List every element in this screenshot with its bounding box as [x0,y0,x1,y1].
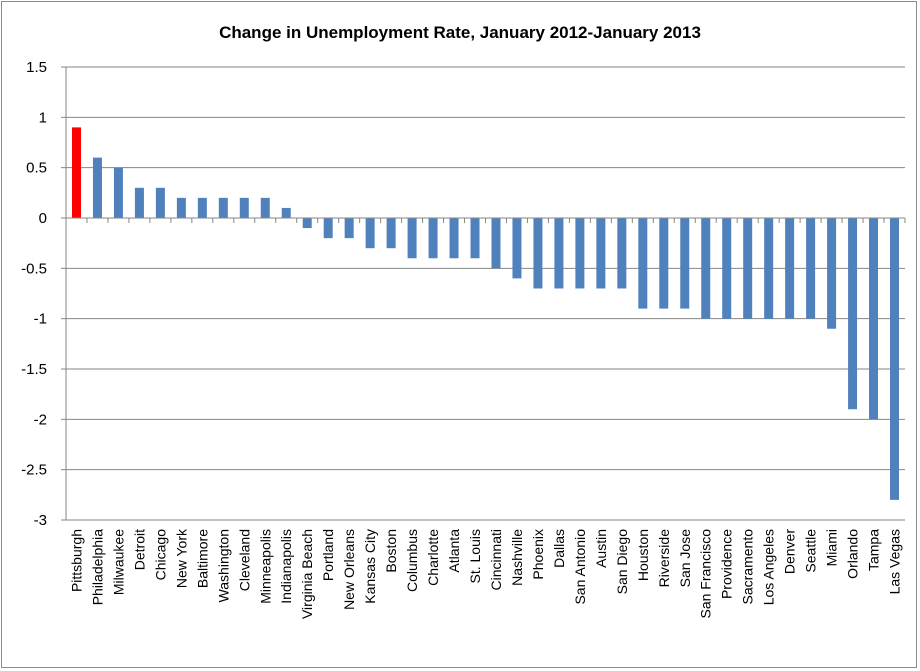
bar-sacramento [743,218,753,319]
bars [71,127,900,500]
x-tick-label: Orlando [845,529,861,579]
x-tick-label: San Jose [677,529,693,588]
x-tick-label: Columbus [404,529,420,592]
x-tick-label: Los Angeles [761,529,777,605]
x-tick-label: San Francisco [698,529,714,619]
bar-philadelphia [92,157,102,218]
y-tick-label: -0.5 [21,260,47,277]
bar-tampa [869,218,879,420]
bar-cincinnati [491,218,501,269]
x-tick-label: Philadelphia [89,529,105,605]
x-tick-label: New Orleans [341,529,357,610]
x-tick-label: Seattle [803,529,819,573]
bar-san-francisco [701,218,711,319]
bar-chicago [155,187,165,218]
bar-portland [323,218,333,239]
bar-austin [596,218,606,289]
x-tick-label: Riverside [656,529,672,588]
bar-san-jose [680,218,690,309]
bar-boston [386,218,396,249]
bar-las-vegas [890,218,900,500]
x-tick-label: Portland [320,529,336,581]
bar-orlando [848,218,858,410]
bar-riverside [659,218,669,309]
x-tick-label: Phoenix [530,529,546,580]
bar-providence [722,218,732,319]
chart-title: Change in Unemployment Rate, January 201… [219,23,701,42]
x-tick-label: Boston [383,529,399,573]
x-tick-label: Providence [719,529,735,599]
x-tick-label: Indianapolis [278,529,294,604]
x-tick-label: Dallas [551,529,567,568]
bar-seattle [806,218,816,319]
bar-kansas-city [365,218,375,249]
bar-atlanta [449,218,459,259]
x-tick-label: Cincinnati [488,529,504,590]
x-tick-label: San Antonio [572,529,588,605]
y-tick-label: -3 [34,512,47,529]
bar-virginia-beach [302,218,312,229]
x-tick-label: San Diego [614,529,630,595]
bar-phoenix [533,218,543,289]
bar-houston [638,218,648,309]
x-tick-label: Atlanta [446,529,462,573]
y-tick-label: -1 [34,311,47,328]
bar-detroit [134,187,144,218]
y-tick-label: -1.5 [21,361,47,378]
x-tick-label: St. Louis [467,529,483,583]
bar-milwaukee [113,167,123,218]
bar-cleveland [239,197,249,218]
bar-san-antonio [575,218,585,289]
bar-san-diego [617,218,627,289]
y-tick-label: -2.5 [21,462,47,479]
bar-indianapolis [281,207,291,218]
x-tick-label: Baltimore [194,529,210,588]
bar-charlotte [428,218,438,259]
x-tick-label: Houston [635,529,651,581]
x-tick-label: Sacramento [740,529,756,605]
x-tick-label: Charlotte [425,529,441,586]
bar-los-angeles [764,218,774,319]
bar-pittsburgh [71,127,81,218]
bar-denver [785,218,795,319]
bar-nashville [512,218,522,279]
x-tick-label: Chicago [152,529,168,581]
y-axis: 1.5 1 0.5 0 -0.5 -1 -1.5 -2 -2.5 -3 [21,59,67,529]
x-tick-label: Austin [593,529,609,568]
y-tick-label: 1.5 [26,59,47,76]
x-tick-label: Detroit [131,529,147,570]
x-tick-label: Washington [215,529,231,602]
y-tick-label: 0 [39,210,47,227]
bar-baltimore [197,197,207,218]
x-tick-label: Kansas City [362,529,378,604]
bar-new-orleans [344,218,354,239]
bar-miami [827,218,837,329]
x-tick-label: Pittsburgh [68,529,84,592]
x-tick-label: Las Vegas [887,529,903,594]
x-tick-label: Denver [782,529,798,574]
x-tick-label: Cleveland [236,529,252,591]
bar-columbus [407,218,417,259]
bar-washington [218,197,228,218]
bar-dallas [554,218,564,289]
x-tick-label: Nashville [509,529,525,586]
bar-minneapolis [260,197,270,218]
x-axis: Pittsburgh Philadelphia Milwaukee Detroit Ch… [65,217,906,619]
gridlines [66,66,905,521]
x-tick-label: Virginia Beach [299,529,315,619]
x-tick-label: New York [173,528,189,588]
x-tick-label: Tampa [866,529,882,571]
x-tick-label: Minneapolis [257,529,273,604]
y-tick-label: 1 [39,109,47,126]
x-tick-label: Milwaukee [110,529,126,595]
y-tick-label: -2 [34,411,47,428]
bar-new-york [176,197,186,218]
bar-st-louis [470,218,480,259]
y-tick-label: 0.5 [26,160,47,177]
x-tick-label: Miami [824,529,840,566]
